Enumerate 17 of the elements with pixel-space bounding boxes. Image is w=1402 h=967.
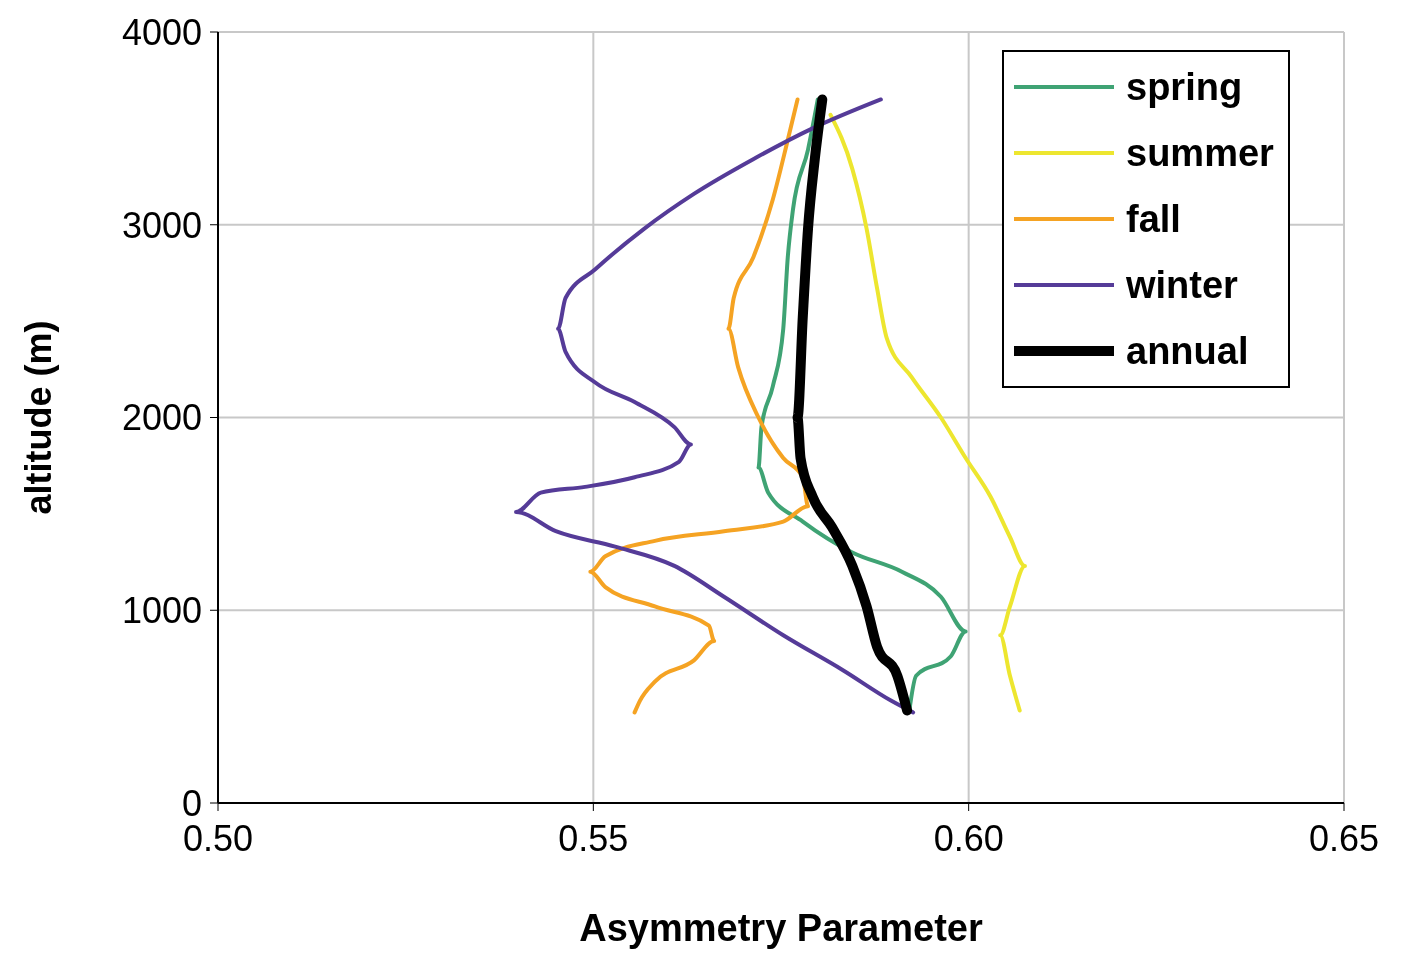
- y-tick-label: 1000: [121, 590, 202, 632]
- line-series: [514, 97, 916, 715]
- y-axis-title: altitude (m): [17, 320, 59, 515]
- x-tick-label: 0.60: [933, 817, 1004, 859]
- line-series: [828, 112, 1027, 713]
- x-tick-label: 0.55: [558, 817, 629, 859]
- legend-label: fall: [1126, 197, 1181, 241]
- y-tick-label: 2000: [121, 397, 202, 439]
- legend-label: winter: [1126, 263, 1238, 307]
- x-tick-label: 0.65: [1308, 817, 1380, 859]
- legend-label: spring: [1126, 65, 1243, 109]
- legend-label: annual: [1126, 329, 1249, 373]
- line-series: [588, 97, 811, 715]
- x-axis-title: Asymmetry Parameter: [579, 907, 983, 949]
- legend-label: summer: [1126, 131, 1274, 175]
- y-tick-label: 3000: [121, 204, 202, 246]
- y-tick-label: 4000: [121, 11, 202, 53]
